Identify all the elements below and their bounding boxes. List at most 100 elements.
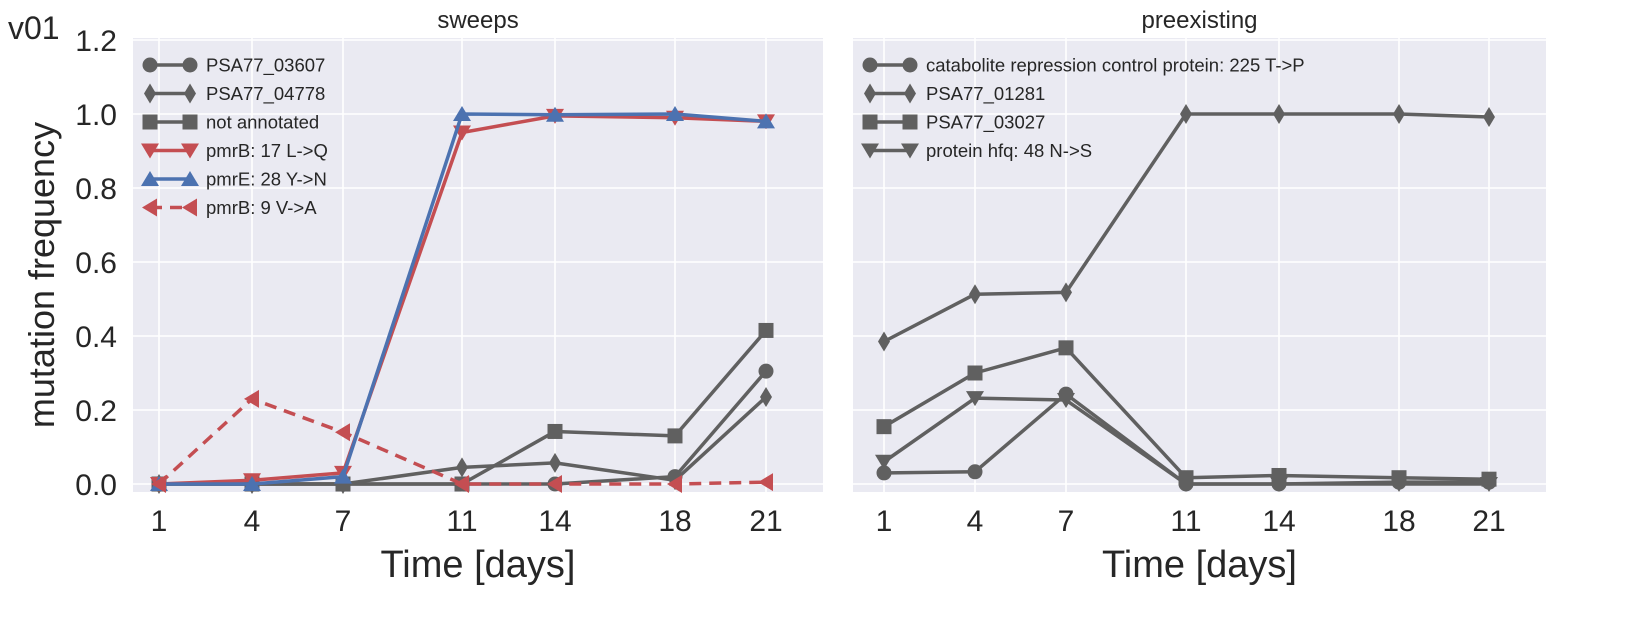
legend-label: pmrB: 17 L->Q: [206, 140, 328, 161]
data-point: [1180, 104, 1192, 124]
legend-marker: [181, 171, 199, 186]
figure-label: v01: [8, 10, 60, 46]
legend-marker: [904, 83, 916, 104]
data-point: [549, 452, 561, 473]
data-point: [1390, 477, 1408, 492]
data-point: [667, 475, 682, 493]
data-point: [547, 475, 562, 493]
legend-marker: [144, 83, 156, 104]
data-point: [758, 473, 773, 492]
data-point: [453, 106, 471, 121]
y-tick-label: 0.6: [75, 247, 117, 280]
x-tick-label: 21: [1472, 505, 1505, 538]
legend-label: PSA77_01281: [926, 83, 1045, 105]
data-point: [243, 476, 261, 491]
data-point: [1393, 104, 1405, 124]
legend-marker: [141, 143, 159, 159]
legend-marker: [861, 143, 879, 159]
data-point: [1480, 477, 1498, 492]
legend-marker: [864, 83, 876, 104]
data-point: [667, 428, 683, 444]
data-point: [151, 475, 166, 493]
data-point: [335, 423, 350, 442]
legend-label: PSA77_04778: [206, 83, 325, 105]
legend-entry: not annotated: [142, 112, 319, 133]
legend-marker: [902, 114, 918, 130]
legend-label: PSA77_03607: [206, 55, 325, 77]
data-point: [760, 387, 772, 408]
y-tick-label: 0.8: [75, 173, 117, 206]
legend-label: protein hfq: 48 N->S: [926, 140, 1092, 161]
x-tick-label: 18: [1382, 505, 1415, 538]
legend-label: pmrB: 9 V->A: [206, 197, 317, 218]
legend-marker: [902, 57, 918, 73]
y-tick-label: 0.2: [75, 395, 117, 428]
data-point: [876, 465, 892, 481]
panel-title: preexisting: [1141, 7, 1257, 34]
legend-marker: [862, 114, 878, 130]
legend-entry: pmrE: 28 Y->N: [141, 169, 327, 190]
legend-entry: PSA77_03607: [142, 55, 325, 77]
data-point: [456, 457, 468, 478]
legend-marker: [142, 57, 158, 73]
panel-title: sweeps: [437, 7, 518, 34]
series-protein-hfq-48-n-s: [875, 391, 1498, 492]
legend: catabolite repression control protein: 2…: [861, 55, 1305, 161]
legend-marker: [901, 143, 919, 159]
plot-area: [853, 38, 1546, 492]
legend-marker: [142, 114, 158, 130]
legend-entry: PSA77_03027: [862, 112, 1045, 134]
legend-marker: [182, 198, 197, 217]
x-tick-label: 21: [749, 505, 782, 538]
legend-label: catabolite repression control protein: 2…: [926, 55, 1305, 76]
data-point: [876, 419, 892, 435]
legend-marker: [182, 114, 198, 130]
legend-marker: [181, 143, 199, 159]
data-point: [878, 331, 890, 352]
series-pmrb-9-v-a: [151, 389, 773, 493]
legend-entry: PSA77_04778: [144, 83, 325, 105]
legend-marker: [862, 57, 878, 73]
data-point: [454, 475, 469, 493]
x-tick-label: 11: [446, 505, 477, 538]
data-point: [966, 391, 984, 407]
legend-entry: protein hfq: 48 N->S: [861, 140, 1092, 161]
y-tick-label: 1.2: [75, 25, 117, 58]
data-point: [1270, 477, 1288, 492]
legend-entry: pmrB: 9 V->A: [142, 197, 317, 218]
x-axis-label: Time [days]: [381, 544, 576, 586]
legend-marker: [142, 198, 157, 217]
x-tick-label: 18: [658, 505, 691, 538]
data-point: [967, 464, 983, 480]
legend-label: pmrE: 28 Y->N: [206, 169, 327, 190]
legend-entry: pmrB: 17 L->Q: [141, 140, 328, 161]
legend-entry: catabolite repression control protein: 2…: [862, 55, 1305, 76]
data-point: [875, 454, 893, 470]
x-tick-label: 4: [244, 505, 261, 538]
x-tick-label: 7: [335, 505, 352, 538]
legend-marker: [141, 171, 159, 186]
data-point: [967, 365, 983, 381]
legend-entry: PSA77_01281: [864, 83, 1045, 105]
legend-marker: [182, 57, 198, 73]
data-point: [1177, 477, 1195, 492]
legend-label: PSA77_03027: [926, 112, 1045, 134]
data-point: [666, 106, 684, 121]
x-tick-label: 11: [1170, 505, 1201, 538]
data-point: [547, 423, 563, 439]
data-point: [969, 284, 981, 305]
legend-label: not annotated: [206, 112, 319, 133]
data-point: [1060, 282, 1072, 303]
y-tick-label: 0.4: [75, 321, 117, 354]
x-tick-label: 14: [1262, 505, 1295, 538]
x-tick-label: 1: [151, 505, 168, 538]
data-point: [244, 389, 259, 408]
data-point: [546, 106, 564, 122]
x-tick-label: 1: [876, 505, 893, 538]
x-axis-label: Time [days]: [1102, 544, 1297, 586]
series-psa77-01281: [878, 104, 1495, 352]
y-axis-label: mutation frequency: [21, 122, 62, 428]
